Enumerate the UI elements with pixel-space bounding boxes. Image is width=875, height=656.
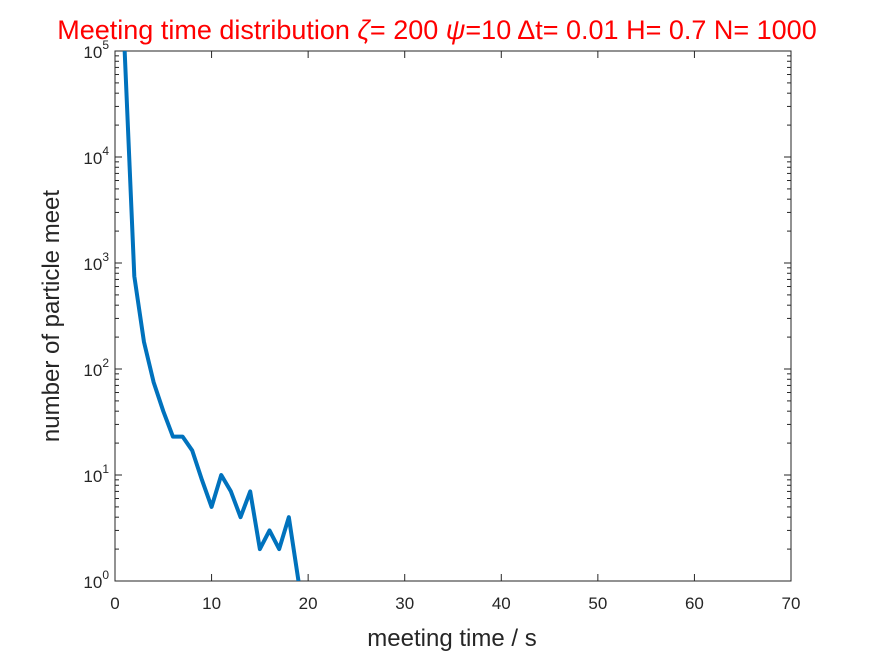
y-tick-label: 104 [83,144,109,168]
x-axis-label: meeting time / s [367,625,536,652]
chart-title-part: Meeting time distribution [57,15,357,45]
chart-title-part: ψ [446,15,466,45]
chart-title: Meeting time distribution ζ= 200 ψ=10 Δt… [57,15,816,45]
x-tick-label: 10 [202,594,221,613]
y-tick-label: 105 [83,38,109,62]
y-tick-label: 100 [83,568,109,592]
x-tick-label: 40 [492,594,511,613]
y-tick-label: 102 [83,356,109,380]
chart-title-part: =10 Δt= 0.01 H= 0.7 N= 1000 [465,15,816,45]
chart-title-part: ζ [357,15,371,45]
x-tick-label: 70 [782,594,801,613]
chart-title-part: = 200 [370,15,446,45]
x-tick-label: 30 [395,594,414,613]
plot-area: 0 10 20 30 40 50 60 70 100 101 102 103 104 105 [83,38,800,613]
y-tick-label: 103 [83,250,109,274]
y-axis-label: number of particle meet [38,190,65,442]
x-tick-label: 60 [685,594,704,613]
series-line [122,51,301,581]
x-tick-label: 50 [588,594,607,613]
axes-box [114,50,792,582]
x-tick-label: 20 [299,594,318,613]
y-tick-label: 101 [83,462,109,486]
x-tick-label: 0 [110,594,119,613]
